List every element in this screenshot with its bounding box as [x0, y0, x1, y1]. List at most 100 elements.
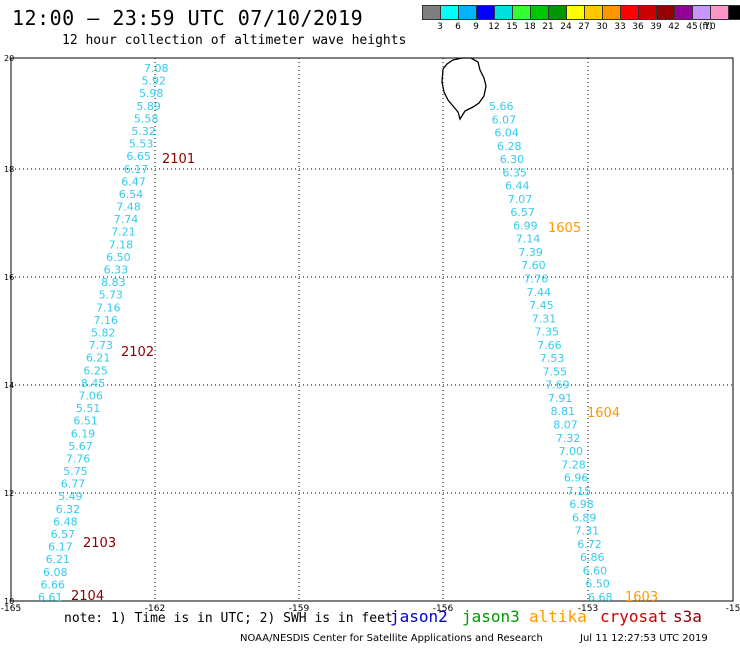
wave-height-label: 7.39: [518, 246, 543, 259]
colorbar-label: 3: [437, 22, 443, 32]
wave-height-label: 6.77: [61, 478, 86, 491]
colorbar-swatch: [548, 5, 566, 20]
colorbar-swatch: [458, 5, 476, 20]
wave-height-label: 7.66: [537, 339, 562, 352]
wave-height-label: 8.07: [553, 418, 578, 431]
colorbar-label: 27: [578, 22, 590, 32]
wave-height-label: 6.35: [502, 166, 527, 179]
wave-height-label: 7.32: [556, 432, 581, 445]
wave-height-colorbar: [422, 5, 740, 20]
wave-height-label: 7.08: [144, 62, 169, 75]
wave-height-label: 7.31: [532, 312, 557, 325]
wave-height-label: 6.47: [121, 175, 145, 188]
wave-height-label: 7.15: [567, 485, 592, 498]
wave-height-label: 7.06: [78, 389, 103, 402]
map-frame: [10, 57, 734, 602]
x-tick-label: -153: [578, 604, 598, 614]
pass-time-label: 1605: [548, 221, 581, 236]
wave-height-label: 6.89: [572, 511, 597, 524]
colorbar-swatch: [422, 5, 440, 20]
wave-height-label: 6.07: [492, 113, 516, 126]
wave-height-label: 7.76: [66, 452, 91, 465]
wave-height-label: 5.49: [58, 490, 83, 503]
wave-height-label: 7.91: [548, 392, 573, 405]
wave-height-label: 6.66: [41, 578, 66, 591]
satellite-legend-s3a: s3a: [673, 607, 702, 626]
wave-height-label: 5.66: [489, 100, 514, 113]
wave-height-label: 7.55: [543, 365, 568, 378]
wave-height-label: 6.19: [71, 427, 96, 440]
wave-height-label: 6.68: [588, 591, 613, 604]
wave-height-label: 6.21: [46, 553, 70, 566]
colorbar-swatch: [530, 5, 548, 20]
y-tick-label: 14: [4, 381, 14, 390]
x-tick-label: -156: [433, 604, 454, 614]
wave-height-label: 8.81: [551, 405, 576, 418]
colorbar-swatch: [602, 5, 620, 20]
wave-height-label: 7.74: [114, 213, 139, 226]
wave-height-label: 6.96: [564, 472, 589, 485]
wave-height-label: 6.08: [43, 566, 68, 579]
wave-height-label: 6.50: [106, 251, 130, 264]
pass-time-label: 2102: [121, 345, 154, 360]
wave-height-label: 7.35: [534, 326, 559, 339]
wave-height-label: 7.44: [526, 286, 551, 299]
wave-height-label: 6.51: [73, 415, 98, 428]
wave-height-label: 7.16: [96, 301, 121, 314]
colorbar-swatch: [476, 5, 494, 20]
wave-height-label: 6.30: [500, 153, 525, 166]
wave-height-label: 6.98: [569, 498, 594, 511]
wave-height-label: 6.99: [513, 219, 538, 232]
colorbar-label: 15: [506, 22, 518, 32]
wave-height-label: 6.86: [580, 551, 605, 564]
wave-height-label: 6.48: [53, 515, 77, 528]
pass-time-label: 1603: [625, 590, 658, 605]
satellite-legend-altika: altika: [529, 607, 587, 626]
colorbar-swatch: [728, 5, 740, 20]
colorbar-swatch: [692, 5, 710, 20]
satellite-legend-jason2: jason2: [390, 607, 448, 626]
colorbar-label: 39: [650, 22, 662, 32]
wave-height-label: 5.89: [136, 100, 161, 113]
wave-height-label: 6.28: [497, 140, 522, 153]
colorbar-swatch: [566, 5, 584, 20]
colorbar-label: 18: [524, 22, 536, 32]
colorbar-label: 24: [560, 22, 572, 32]
wave-height-label: 5.75: [63, 465, 88, 478]
colorbar-label: 30: [596, 22, 608, 32]
map-subtitle: 12 hour collection of altimeter wave hei…: [62, 33, 407, 48]
wave-height-label: 6.21: [86, 352, 111, 365]
colorbar-label: 21: [542, 22, 554, 32]
wave-height-label: 6.17: [48, 541, 73, 554]
colorbar-swatch: [710, 5, 728, 20]
wave-height-label: 6.60: [583, 564, 608, 577]
wave-height-label: 5.92: [141, 75, 166, 88]
pass-time-label: 2101: [162, 152, 195, 167]
satellite-legend-jason3: jason3: [462, 607, 520, 626]
wave-height-label: 6.44: [505, 180, 530, 193]
credit-text: NOAA/NESDIS Center for Satellite Applica…: [240, 633, 543, 644]
wave-height-label: 7.00: [559, 445, 584, 458]
y-tick-label: 10: [4, 597, 14, 606]
wave-height-label: 6.33: [104, 264, 129, 277]
wave-height-label: 5.53: [129, 138, 154, 151]
colorbar-label: 36: [632, 22, 644, 32]
colorbar-unit: (ft): [699, 22, 713, 32]
wave-height-label: 7.76: [524, 273, 549, 286]
x-tick-label: -15: [726, 604, 740, 614]
satellite-legend-cryosat: cryosat: [600, 607, 668, 626]
y-tick-label: 16: [4, 273, 14, 282]
wave-height-label: 7.60: [521, 259, 546, 272]
wave-height-label: 7.16: [94, 314, 119, 327]
wave-height-label: 7.53: [540, 352, 565, 365]
wave-height-label: 5.73: [99, 289, 124, 302]
wave-height-label: 6.57: [51, 528, 76, 541]
wave-height-label: 6.72: [577, 538, 602, 551]
colorbar-label: 12: [488, 22, 500, 32]
colorbar-label: 45: [686, 22, 698, 32]
colorbar-swatch: [584, 5, 602, 20]
colorbar-label: 33: [614, 22, 626, 32]
wave-height-label: 8.45: [81, 377, 106, 390]
wave-height-label: 8.83: [101, 276, 126, 289]
